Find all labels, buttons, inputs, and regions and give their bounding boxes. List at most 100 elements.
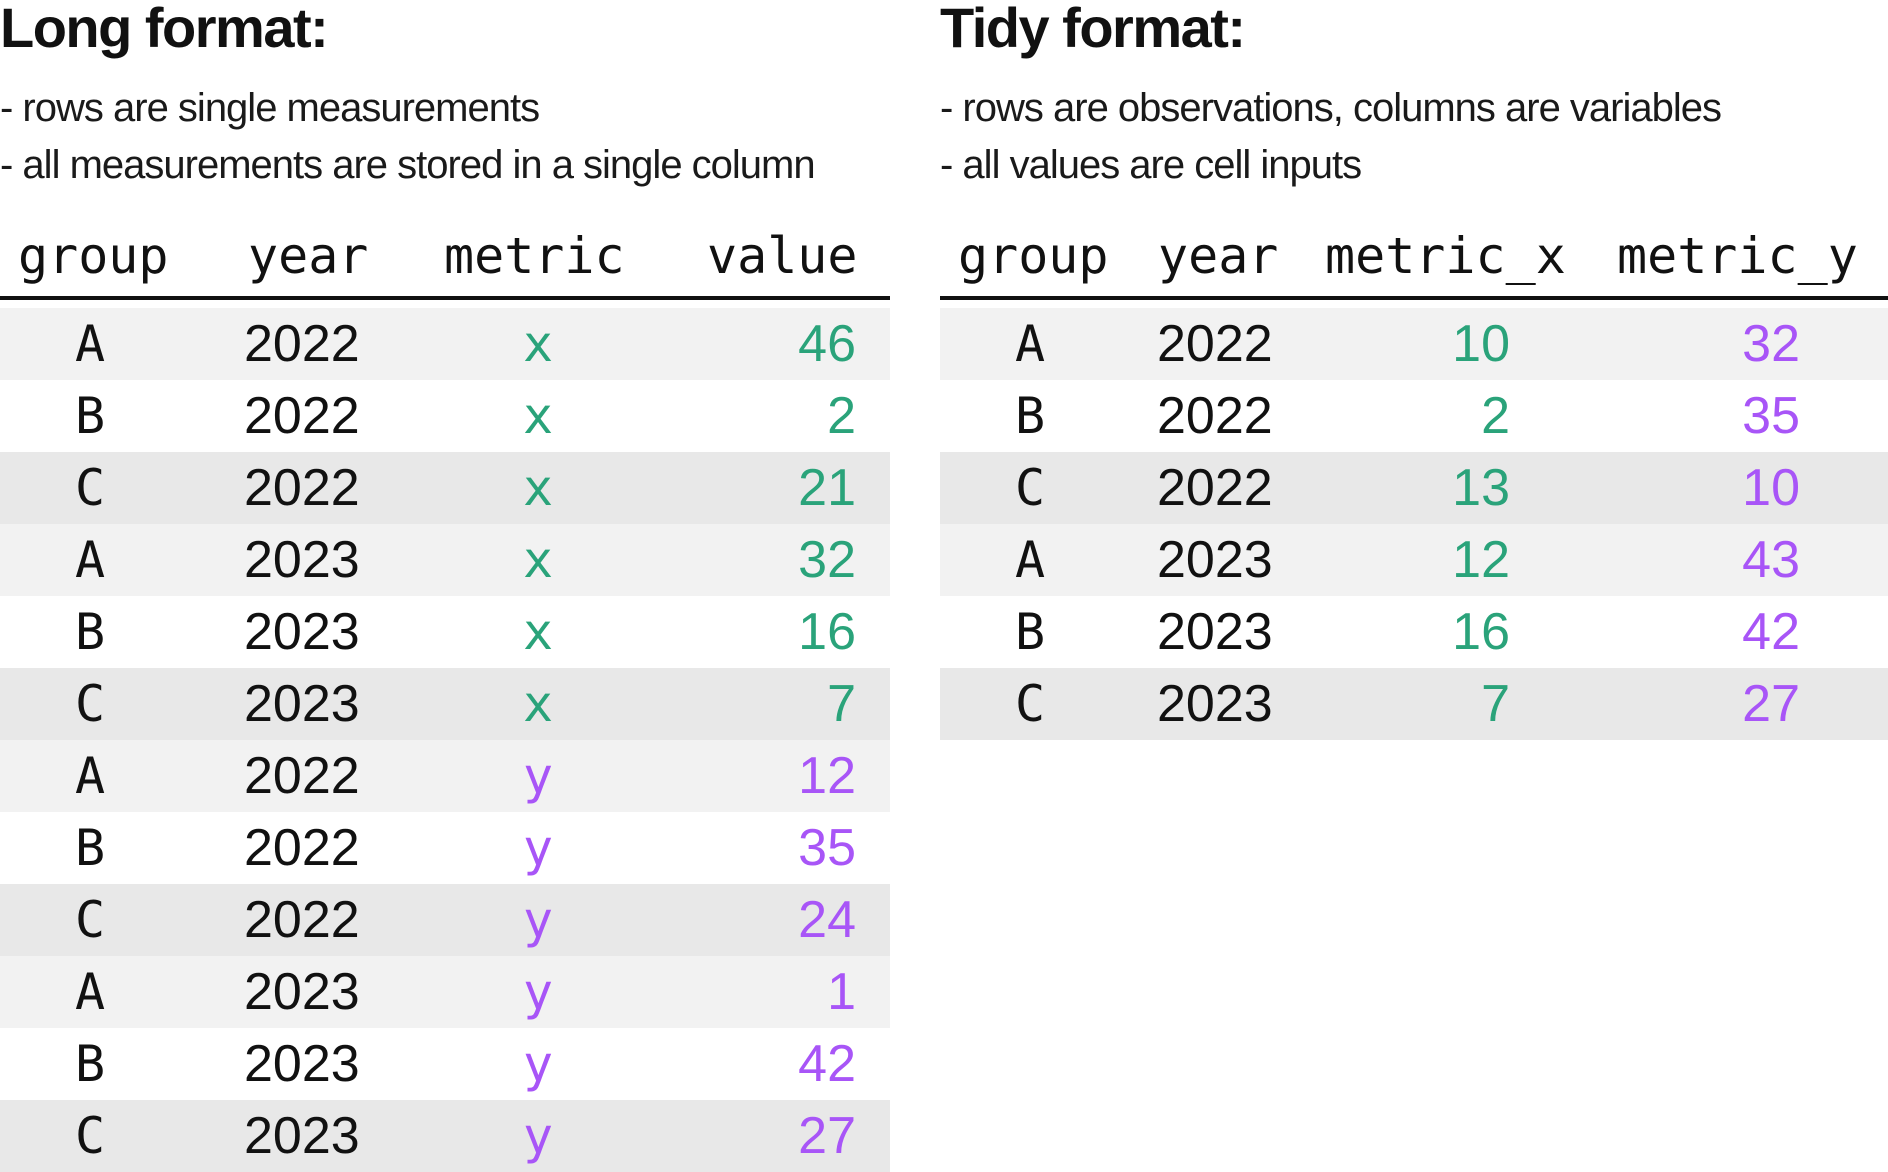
table-row: A 2022 y 12	[0, 740, 890, 812]
metric-cell: x	[522, 675, 554, 733]
group-cell: B	[74, 603, 106, 661]
tidy-format-table: group year metric_x metric_y A 2022 10 32 B 2…	[940, 218, 1888, 740]
metric-cell: y	[522, 891, 554, 949]
year-cell: 2022	[244, 459, 360, 517]
year-cell: 2023	[244, 603, 360, 661]
group-cell: C	[1014, 675, 1046, 733]
table-row: C 2022 13 10	[940, 452, 1888, 524]
table-row: A 2023 x 32	[0, 524, 890, 596]
tidy-table-body: A 2022 10 32 B 2022 2 35 C 2022 13 10 A 2023 12 43 B 2023…	[940, 308, 1888, 740]
tidy-format-bullet: - rows are observations, columns are var…	[940, 86, 1722, 130]
long-format-title: Long format:	[0, 0, 329, 59]
long-format-bullet: - rows are single measurements	[0, 86, 540, 130]
group-cell: A	[1014, 315, 1046, 373]
metric-cell: x	[522, 603, 554, 661]
year-cell: 2022	[244, 387, 360, 445]
group-cell: B	[74, 819, 106, 877]
long-format-table: group year metric value A 2022 x 46 B 2022 x 2 C…	[0, 218, 890, 1172]
metric-y-cell: 42	[1742, 603, 1800, 661]
metric-cell: x	[522, 459, 554, 517]
metric-cell: x	[522, 315, 554, 373]
metric-cell: y	[522, 1035, 554, 1093]
group-cell: C	[74, 891, 106, 949]
tidy-table-header: group year metric_x metric_y	[940, 218, 1888, 300]
metric-y-cell: 10	[1742, 459, 1800, 517]
table-row: A 2022 x 46	[0, 308, 890, 380]
group-cell: A	[1014, 531, 1046, 589]
value-cell: 2	[827, 387, 856, 445]
year-cell: 2023	[1157, 531, 1273, 589]
table-row: C 2022 x 21	[0, 452, 890, 524]
column-header-group: group	[18, 227, 169, 285]
year-cell: 2022	[244, 315, 360, 373]
long-table-body: A 2022 x 46 B 2022 x 2 C 2022 x 21 A 2023 x 32 B 2023 x 16 C…	[0, 308, 890, 1172]
metric-x-cell: 13	[1452, 459, 1510, 517]
metric-y-cell: 35	[1742, 387, 1800, 445]
group-cell: C	[74, 1107, 106, 1165]
year-cell: 2022	[1157, 387, 1273, 445]
metric-y-cell: 27	[1742, 675, 1800, 733]
metric-cell: y	[522, 1107, 554, 1165]
tidy-format-panel: Tidy format: - rows are observations, co…	[940, 0, 1888, 740]
value-cell: 16	[798, 603, 856, 661]
group-cell: C	[1014, 459, 1046, 517]
column-header-metric: metric	[444, 227, 625, 285]
table-row: B 2023 x 16	[0, 596, 890, 668]
long-format-bullet: - all measurements are stored in a singl…	[0, 143, 816, 187]
year-cell: 2023	[244, 1035, 360, 1093]
year-cell: 2022	[1157, 459, 1273, 517]
table-row: A 2022 10 32	[940, 308, 1888, 380]
column-header-year: year	[248, 227, 369, 285]
year-cell: 2023	[244, 675, 360, 733]
table-row: B 2023 16 42	[940, 596, 1888, 668]
year-cell: 2023	[244, 531, 360, 589]
tidy-format-bullet: - all values are cell inputs	[940, 143, 1362, 187]
value-cell: 46	[798, 315, 856, 373]
group-cell: C	[74, 675, 106, 733]
group-cell: B	[1014, 387, 1046, 445]
metric-cell: x	[522, 531, 554, 589]
table-row: A 2023 y 1	[0, 956, 890, 1028]
year-cell: 2023	[1157, 603, 1273, 661]
table-row: B 2022 y 35	[0, 812, 890, 884]
metric-y-cell: 32	[1742, 315, 1800, 373]
group-cell: B	[74, 387, 106, 445]
metric-cell: y	[522, 819, 554, 877]
value-cell: 21	[798, 459, 856, 517]
column-header-metric-x: metric_x	[1325, 227, 1566, 285]
table-row: B 2022 2 35	[940, 380, 1888, 452]
table-row: C 2023 x 7	[0, 668, 890, 740]
year-cell: 2022	[244, 891, 360, 949]
table-row: A 2023 12 43	[940, 524, 1888, 596]
column-header-metric-y: metric_y	[1617, 227, 1858, 285]
value-cell: 27	[798, 1107, 856, 1165]
column-header-value: value	[707, 227, 858, 285]
value-cell: 42	[798, 1035, 856, 1093]
year-cell: 2022	[1157, 315, 1273, 373]
tidy-format-title: Tidy format:	[940, 0, 1246, 59]
group-cell: B	[74, 1035, 106, 1093]
year-cell: 2022	[244, 819, 360, 877]
group-cell: A	[74, 747, 106, 805]
table-row: B 2022 x 2	[0, 380, 890, 452]
metric-cell: y	[522, 963, 554, 1021]
value-cell: 1	[827, 963, 856, 1021]
value-cell: 12	[798, 747, 856, 805]
year-cell: 2022	[244, 747, 360, 805]
table-row: C 2023 y 27	[0, 1100, 890, 1172]
metric-x-cell: 16	[1452, 603, 1510, 661]
table-row: C 2022 y 24	[0, 884, 890, 956]
column-header-group: group	[958, 227, 1109, 285]
metric-cell: y	[522, 747, 554, 805]
long-table-header: group year metric value	[0, 218, 890, 300]
metric-x-cell: 12	[1452, 531, 1510, 589]
value-cell: 32	[798, 531, 856, 589]
value-cell: 24	[798, 891, 856, 949]
metric-x-cell: 7	[1481, 675, 1510, 733]
long-format-bullets: - rows are single measurements - all mea…	[0, 80, 890, 194]
metric-x-cell: 10	[1452, 315, 1510, 373]
group-cell: A	[74, 531, 106, 589]
group-cell: A	[74, 315, 106, 373]
group-cell: A	[74, 963, 106, 1021]
year-cell: 2023	[244, 1107, 360, 1165]
